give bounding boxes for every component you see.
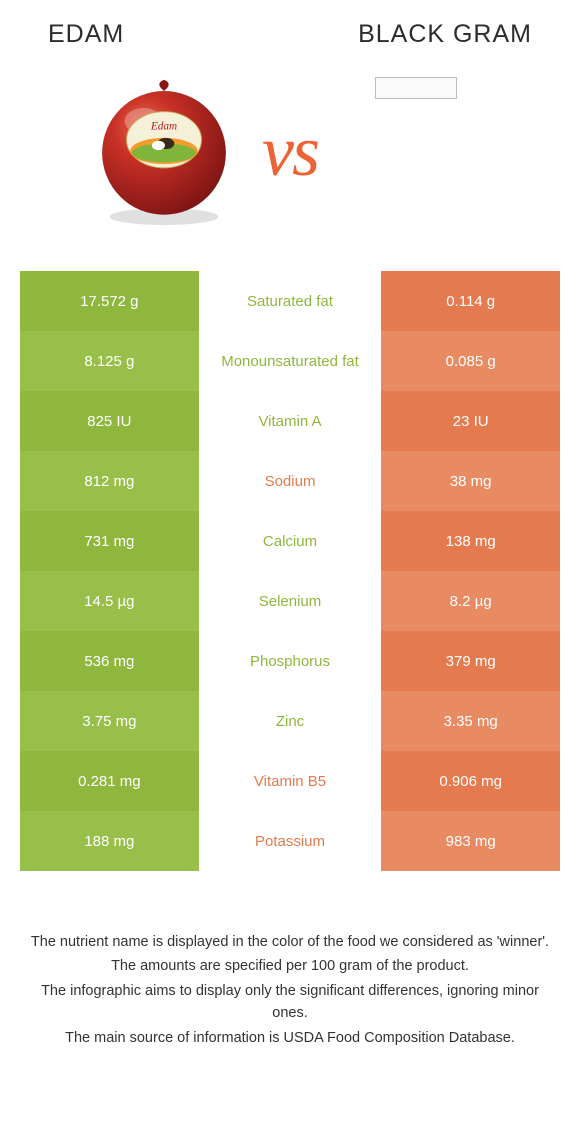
footnote-line: The nutrient name is displayed in the co… <box>28 931 552 953</box>
footnote-line: The amounts are specified per 100 gram o… <box>28 955 552 977</box>
table-row: 812 mgSodium38 mg <box>20 451 560 511</box>
table-row: 17.572 gSaturated fat0.114 g <box>20 271 560 331</box>
right-value: 379 mg <box>379 631 560 691</box>
right-value: 0.085 g <box>379 331 560 391</box>
left-value: 812 mg <box>20 451 201 511</box>
right-value: 0.114 g <box>379 271 560 331</box>
right-value: 0.906 mg <box>379 751 560 811</box>
left-value: 0.281 mg <box>20 751 201 811</box>
right-value: 38 mg <box>379 451 560 511</box>
nutrient-label: Vitamin A <box>201 391 380 451</box>
svg-text:Edam: Edam <box>150 120 177 132</box>
footnote-line: The main source of information is USDA F… <box>28 1027 552 1049</box>
table-row: 731 mgCalcium138 mg <box>20 511 560 571</box>
footnote-line: The infographic aims to display only the… <box>28 980 552 1025</box>
table-row: 14.5 µgSelenium8.2 µg <box>20 571 560 631</box>
nutrient-label: Selenium <box>201 571 380 631</box>
nutrient-label: Zinc <box>201 691 380 751</box>
nutrient-label: Monounsaturated fat <box>201 331 380 391</box>
table-row: 8.125 gMonounsaturated fat0.085 g <box>20 331 560 391</box>
nutrient-label: Phosphorus <box>201 631 380 691</box>
header: Edam Black gram <box>0 0 580 57</box>
left-value: 14.5 µg <box>20 571 201 631</box>
right-value: 983 mg <box>379 811 560 871</box>
image-placeholder <box>375 77 457 99</box>
food-left-title: Edam <box>48 20 124 49</box>
nutrient-label: Sodium <box>201 451 380 511</box>
right-value: 3.35 mg <box>379 691 560 751</box>
table-row: 0.281 mgVitamin B50.906 mg <box>20 751 560 811</box>
right-value: 23 IU <box>379 391 560 451</box>
nutrient-label: Saturated fat <box>201 271 380 331</box>
footnotes: The nutrient name is displayed in the co… <box>0 871 580 1049</box>
infographic-container: Edam Black gram <box>0 0 580 1049</box>
left-value: 17.572 g <box>20 271 201 331</box>
left-value: 188 mg <box>20 811 201 871</box>
left-value: 536 mg <box>20 631 201 691</box>
food-right-image <box>336 71 496 231</box>
left-value: 8.125 g <box>20 331 201 391</box>
left-value: 731 mg <box>20 511 201 571</box>
table-row: 188 mgPotassium983 mg <box>20 811 560 871</box>
images-row: Edam vs <box>0 57 580 271</box>
nutrient-label: Calcium <box>201 511 380 571</box>
nutrient-table: 17.572 gSaturated fat0.114 g8.125 gMonou… <box>20 271 560 871</box>
left-value: 825 IU <box>20 391 201 451</box>
vs-label: vs <box>262 115 318 187</box>
right-value: 8.2 µg <box>379 571 560 631</box>
nutrient-label: Vitamin B5 <box>201 751 380 811</box>
table-row: 536 mgPhosphorus379 mg <box>20 631 560 691</box>
food-left-image: Edam <box>84 71 244 231</box>
edam-cheese-icon: Edam <box>89 76 239 226</box>
table-row: 825 IUVitamin A23 IU <box>20 391 560 451</box>
right-value: 138 mg <box>379 511 560 571</box>
food-right-title: Black gram <box>358 20 532 49</box>
table-row: 3.75 mgZinc3.35 mg <box>20 691 560 751</box>
nutrient-label: Potassium <box>201 811 380 871</box>
left-value: 3.75 mg <box>20 691 201 751</box>
